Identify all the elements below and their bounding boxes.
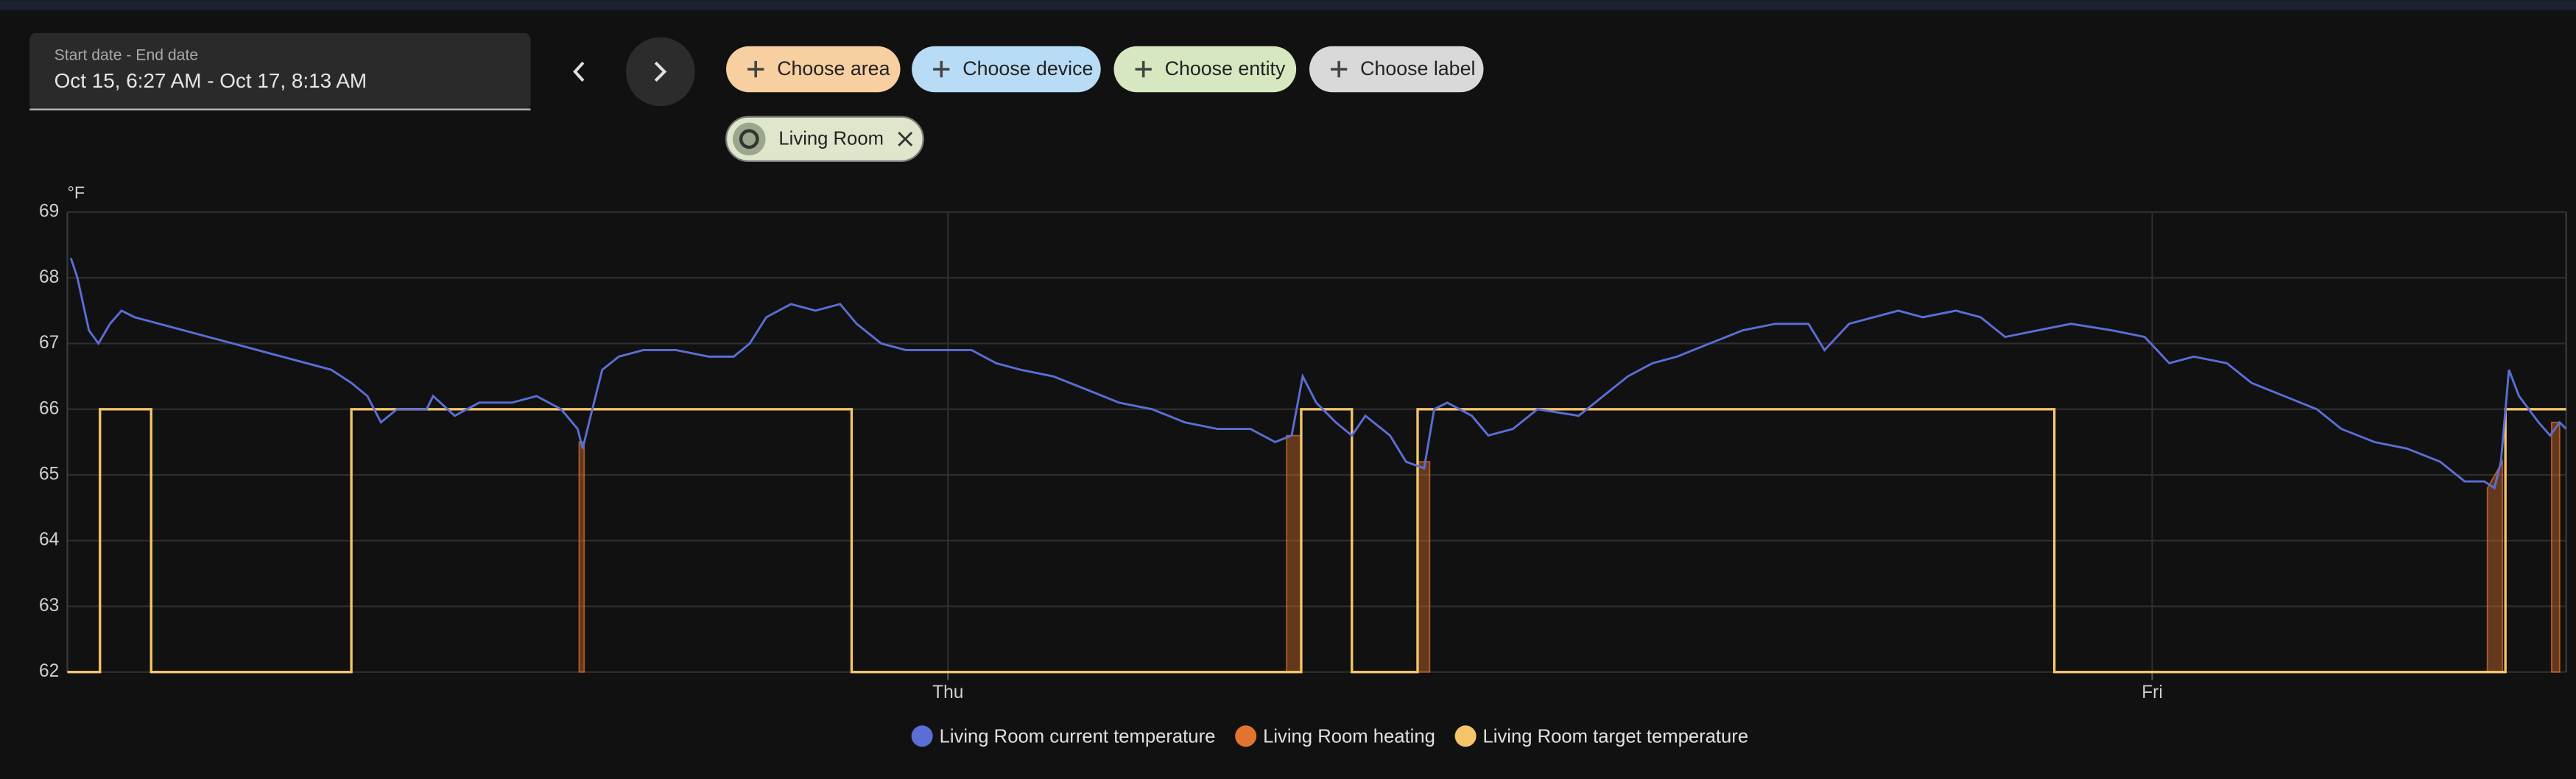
legend-label[interactable]: Living Room target temperature	[1483, 727, 1749, 747]
chip-label: Choose entity	[1165, 57, 1286, 80]
remove-icon[interactable]	[898, 131, 913, 147]
x-tick-label: Fri	[2142, 683, 2163, 702]
next-icon	[654, 61, 667, 82]
legend-swatch[interactable]	[1235, 725, 1257, 747]
chip-label: Choose area	[777, 57, 890, 80]
chip-label: Choose label	[1360, 57, 1475, 80]
legend-swatch[interactable]	[1454, 725, 1477, 747]
selected-chip[interactable]: Living Room	[725, 116, 924, 163]
legend-swatch[interactable]	[911, 725, 933, 747]
plus-icon	[747, 60, 764, 78]
chip-icon	[732, 122, 766, 156]
temperature-line	[69, 258, 2567, 490]
y-tick-label: 67	[39, 333, 59, 353]
chip-icon-inner	[739, 129, 759, 149]
chip-label: Choose device	[963, 57, 1093, 80]
prev-button[interactable]	[573, 61, 585, 82]
chip-label: Living Room	[778, 129, 884, 149]
y-tick-label: 66	[39, 398, 59, 418]
legend-label[interactable]: Living Room heating	[1263, 727, 1435, 747]
y-unit: °F	[67, 183, 85, 202]
filter-chip[interactable]: Choose device	[912, 46, 1101, 93]
plus-icon	[933, 60, 950, 78]
filter-chip[interactable]: Choose entity	[1113, 46, 1297, 93]
legend-label[interactable]: Living Room current temperature	[940, 727, 1216, 747]
chip-bg	[726, 46, 901, 93]
y-tick-label: 62	[39, 661, 59, 681]
next-button[interactable]	[625, 37, 695, 107]
date-field[interactable]	[29, 32, 531, 110]
x-tick-label: Thu	[932, 683, 963, 702]
target-line	[67, 408, 2566, 674]
date-label: Start date - End date	[54, 47, 199, 64]
y-tick-label: 68	[39, 267, 59, 287]
y-tick-label: 63	[39, 596, 59, 616]
date-picker[interactable]: Start date - End date Oct 15, 6:27 AM - …	[29, 32, 531, 110]
filter-chip[interactable]: Choose area	[726, 46, 901, 93]
chip-bg	[725, 116, 924, 163]
chip-bg	[1309, 46, 1484, 93]
top-bar	[0, 0, 2576, 10]
y-tick-label: 69	[39, 202, 59, 222]
legend: Living Room current temperature Living Ro…	[911, 725, 1749, 747]
date-value: Oct 15, 6:27 AM - Oct 17, 8:13 AM	[54, 69, 367, 92]
chip-bg	[1113, 46, 1297, 93]
plus-icon	[1331, 60, 1348, 78]
chart: °F 62 63 64 65 66 67 68 69 Thu Fri Living Room curr…	[39, 183, 2567, 747]
plus-icon	[1135, 60, 1152, 78]
y-tick-label: 64	[39, 530, 59, 550]
chip-bg	[912, 46, 1101, 93]
y-tick-label: 65	[39, 464, 59, 484]
filter-chip[interactable]: Choose label	[1309, 46, 1484, 93]
